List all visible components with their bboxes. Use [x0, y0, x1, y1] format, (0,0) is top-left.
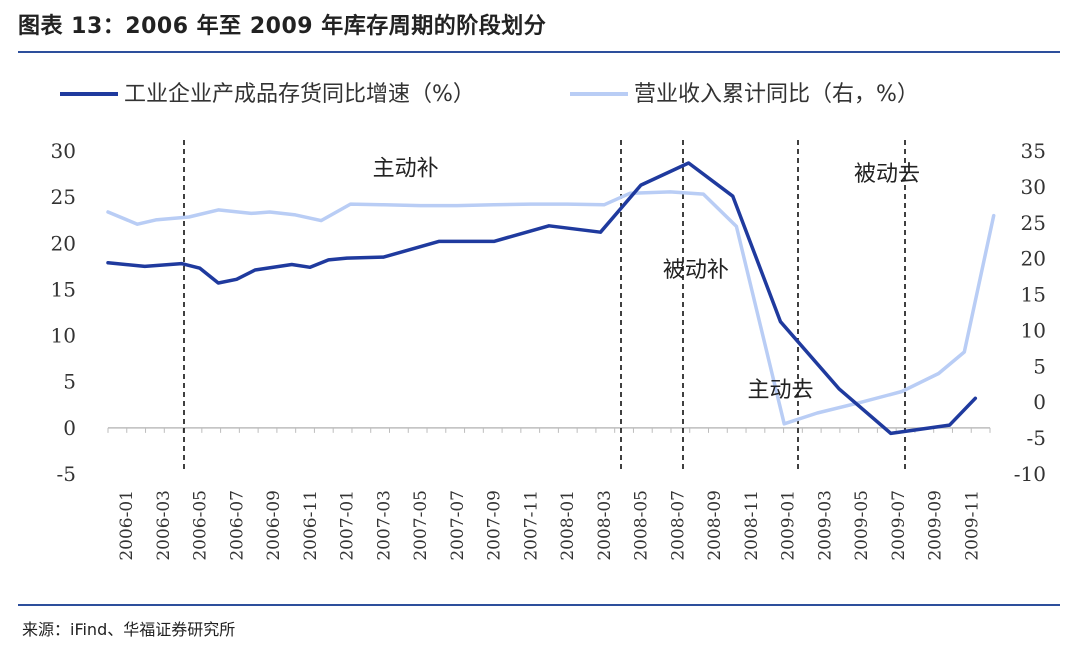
legend-label-inventory: 工业企业产成品存货同比增速（%）: [124, 82, 475, 107]
legend-label-revenue: 营业收入累计同比（右，%）: [634, 82, 919, 107]
y-left-tick-label: 10: [51, 324, 76, 348]
legend: 工业企业产成品存货同比增速（%） 营业收入累计同比（右，%）: [60, 82, 919, 107]
phase-lines: [183, 140, 906, 470]
title-rule: [18, 51, 1060, 53]
y-right-tick-label: -10: [1014, 462, 1046, 486]
x-tick-label: 2008-03: [595, 490, 615, 561]
axes: -5 0 5 10 15 20 25 30 -10 -5 0 5 10 15 20 25 30 35 2006-01…: [51, 139, 1046, 561]
x-tick-label: 2006-01: [117, 490, 137, 561]
x-tick-label: 2007-09: [485, 490, 505, 561]
y-right-tick-label: 30: [1021, 175, 1046, 199]
y-left-tick-label: 25: [51, 185, 76, 209]
y-right-tick-label: 5: [1033, 354, 1046, 378]
series-group: [106, 161, 996, 436]
y-right-tick-label: 15: [1021, 283, 1046, 307]
phase-annotation: 主动去: [747, 378, 813, 403]
footer-rule: [18, 604, 1060, 606]
x-tick-label: 2008-09: [705, 490, 725, 561]
x-tick-label: 2006-11: [301, 490, 321, 561]
x-tick-label: 2008-11: [742, 490, 762, 561]
phase-annotation: 主动补: [373, 157, 439, 182]
x-tick-label: 2008-07: [668, 490, 688, 561]
x-tick-label: 2007-07: [448, 490, 468, 561]
x-tick-label: 2009-09: [926, 490, 946, 561]
x-tick-label: 2009-01: [779, 490, 799, 561]
x-tick-label: 2006-09: [264, 490, 284, 561]
y-left-tick-label: 0: [63, 416, 76, 440]
x-tick-label: 2006-07: [227, 490, 247, 561]
x-tick-label: 2007-05: [411, 490, 431, 561]
y-right-tick-label: -5: [1027, 426, 1046, 450]
y-right-tick-label: 20: [1021, 247, 1046, 271]
x-tick-label: 2009-03: [815, 490, 835, 561]
series-line-revenue: [106, 190, 996, 426]
x-tick-label: 2007-01: [338, 490, 358, 561]
x-tick-label: 2006-03: [154, 490, 174, 561]
y-left-tick-label: 5: [63, 370, 76, 394]
x-tick-label: 2006-05: [191, 490, 211, 561]
y-right-tick-label: 10: [1021, 318, 1046, 342]
y-left-tick-label: 20: [51, 231, 76, 255]
series-line-inventory: [106, 161, 978, 436]
source-note: 来源：iFind、华福证券研究所: [22, 620, 236, 639]
x-tick-label: 2008-05: [632, 490, 652, 561]
y-left-tick-label: 30: [51, 139, 76, 163]
x-tick-label: 2009-07: [889, 490, 909, 561]
y-left-tick-label: 15: [51, 277, 76, 301]
phase-annotation: 被动去: [854, 162, 920, 187]
y-right-tick-label: 35: [1021, 139, 1046, 163]
phase-annotation: 被动补: [663, 258, 729, 283]
x-tick-label: 2007-11: [521, 490, 541, 561]
y-right-tick-label: 25: [1021, 211, 1046, 235]
y-left-tick-label: -5: [57, 462, 76, 486]
x-tick-label: 2008-01: [558, 490, 578, 561]
chart-title: 图表 13：2006 年至 2009 年库存周期的阶段划分: [18, 14, 547, 39]
x-tick-label: 2009-11: [962, 490, 982, 561]
x-tick-label: 2007-03: [374, 490, 394, 561]
x-tick-label: 2009-05: [852, 490, 872, 561]
y-right-tick-label: 0: [1033, 390, 1046, 414]
